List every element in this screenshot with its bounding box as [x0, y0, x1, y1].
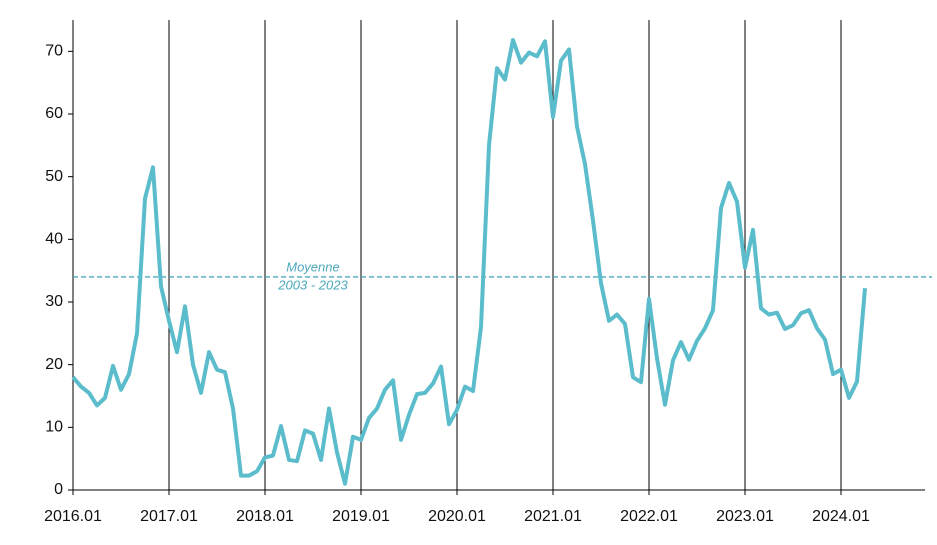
y-tick-label: 0: [54, 481, 63, 498]
y-tick-label: 20: [45, 356, 63, 373]
reference-label: 2003 - 2023: [277, 277, 348, 292]
x-tick-label: 2020.01: [428, 508, 486, 525]
y-tick-label: 10: [45, 419, 63, 436]
x-tick-label: 2017.01: [140, 508, 198, 525]
x-tick-label: 2022.01: [620, 508, 678, 525]
x-tick-label: 2021.01: [524, 508, 582, 525]
x-tick-label: 2019.01: [332, 508, 390, 525]
y-tick-label: 40: [45, 231, 63, 248]
y-tick-label: 70: [45, 43, 63, 60]
y-tick-label: 30: [45, 293, 63, 310]
x-tick-label: 2016.01: [44, 508, 102, 525]
x-tick-label: 2024.01: [812, 508, 870, 525]
data-line: [71, 38, 867, 486]
y-tick-label: 60: [45, 105, 63, 122]
reference-label: Moyenne: [286, 259, 339, 274]
x-tick-label: 2018.01: [236, 508, 294, 525]
x-tick-label: 2023.01: [716, 508, 774, 525]
y-tick-label: 50: [45, 168, 63, 185]
